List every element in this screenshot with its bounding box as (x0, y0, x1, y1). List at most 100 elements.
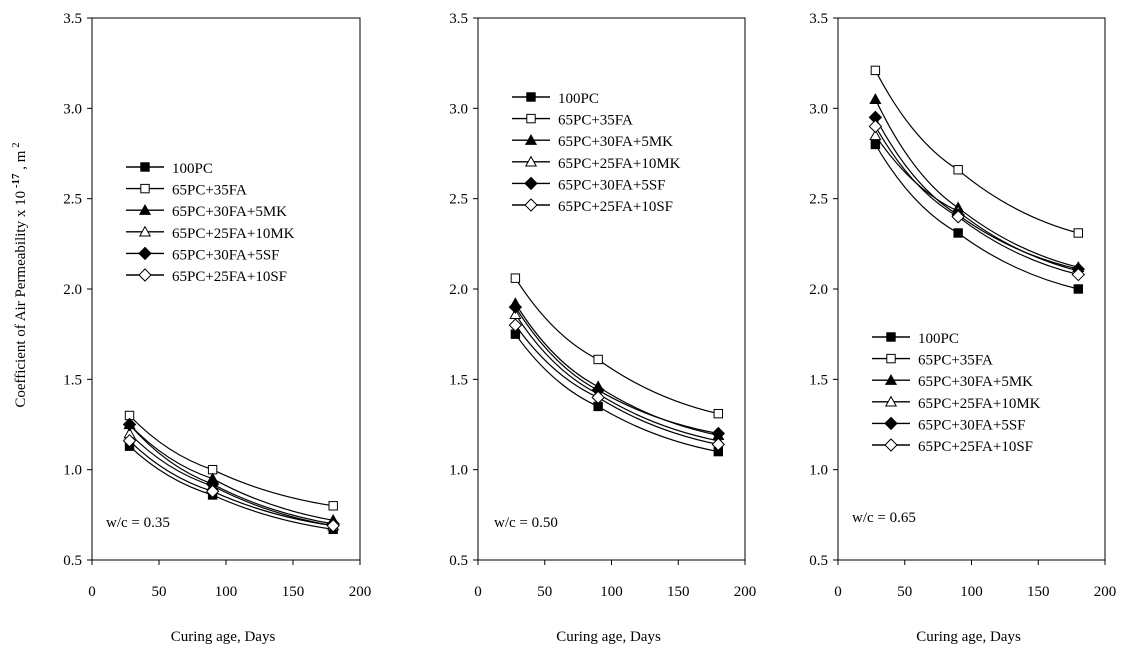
series-100PC (510, 329, 723, 457)
series-line (129, 424, 334, 521)
series-line (874, 135, 1079, 272)
y-tick-label: 1.5 (809, 372, 828, 388)
data-point (205, 484, 220, 499)
y-tick-label: 3.5 (449, 11, 468, 27)
series-line (129, 424, 334, 525)
legend-label: 65PC+30FA+5SF (172, 247, 280, 263)
y-tick-label: 2.5 (449, 192, 468, 208)
data-point (951, 210, 965, 224)
legend-marker (886, 332, 896, 342)
series-100PC (870, 139, 1083, 294)
legend-marker (138, 268, 152, 282)
legend-marker (884, 395, 898, 407)
legend-label: 65PC+30FA+5SF (558, 177, 666, 193)
y-tick-label: 0.5 (63, 553, 82, 569)
plot-frame (91, 17, 361, 561)
legend-marker (884, 373, 898, 385)
x-tick-label: 150 (282, 584, 305, 600)
legend-label: 65PC+25FA+10MK (172, 226, 295, 242)
x-tick-label: 100 (215, 584, 238, 600)
series-line (129, 415, 334, 507)
series-65PC+30FA+5SF (508, 300, 726, 441)
data-point (869, 93, 882, 104)
x-tick-label: 200 (734, 584, 757, 600)
x-tick-label: 0 (88, 584, 96, 600)
legend-marker (524, 133, 538, 145)
series-65PC+25FA+10SF (868, 119, 1086, 282)
series-65PC+30FA+5MK (123, 418, 340, 525)
y-tick-label: 1.0 (449, 463, 468, 479)
legend: 100PC 65PC+35FA 65PC+30FA+5MK 65PC+25FA+10M… (512, 91, 681, 215)
y-tick-label: 2.0 (449, 282, 468, 298)
series-65PC+25FA+10SF (508, 318, 726, 452)
y-tick-label: 0.5 (449, 553, 468, 569)
data-point (953, 165, 963, 175)
data-point (122, 434, 137, 448)
legend-label: 100PC (172, 161, 213, 177)
legend-label: 65PC+25FA+10MK (918, 396, 1041, 412)
data-point (868, 119, 883, 134)
legend-label: 65PC+25FA+10SF (172, 269, 287, 285)
legend-marker (886, 353, 896, 364)
x-axis-label: Curing age, Days (171, 629, 276, 645)
y-tick-label: 0.5 (809, 553, 828, 569)
series-65PC+25FA+10MK (869, 129, 1085, 276)
y-tick-label: 3.5 (809, 11, 828, 27)
y-axis-label-exponent: -17 (10, 173, 22, 191)
x-tick-label: 200 (1094, 584, 1117, 600)
legend-label: 65PC+35FA (918, 353, 993, 369)
data-point (1073, 284, 1083, 294)
y-axis-label-main: Coefficient of Air Permeability x 10 (13, 191, 29, 408)
y-tick-label: 1.5 (63, 372, 82, 388)
data-point (870, 139, 881, 150)
series-65PC+35FA (124, 410, 338, 511)
legend-marker (526, 113, 536, 124)
y-tick-label: 3.0 (809, 101, 828, 117)
x-axis-label: Curing age, Days (556, 629, 661, 645)
legend-label: 65PC+30FA+5MK (172, 204, 287, 220)
y-tick-label: 3.5 (63, 11, 82, 27)
y-tick-label: 3.0 (449, 101, 468, 117)
plot-frame (477, 17, 746, 561)
chart-panel-3: 0.5 1.0 1.5 2.0 2.5 3.0 3.5 0 50 100 150 200 Curing … (809, 11, 1116, 645)
legend-marker (884, 416, 898, 431)
data-point (122, 417, 137, 432)
legend-label: 65PC+25FA+10SF (558, 199, 673, 215)
wc-annotation: w/c = 0.35 (106, 515, 170, 531)
x-tick-label: 100 (960, 584, 983, 600)
x-axis-label: Curing age, Days (916, 629, 1021, 645)
legend-label: 65PC+35FA (172, 183, 247, 199)
data-point (508, 318, 523, 332)
y-tick-label: 2.0 (809, 282, 828, 298)
legend-label: 65PC+25FA+10MK (558, 156, 681, 172)
series-line (129, 433, 334, 527)
legend-marker (884, 438, 898, 452)
x-tick-label: 50 (537, 584, 552, 600)
y-axis-label: Coefficient of Air Permeability x 10 -17… (10, 142, 29, 407)
chart-panel-2: 0.5 1.0 1.5 2.0 2.5 3.0 3.5 0 50 100 150 200 Curing … (449, 11, 756, 645)
series-65PC+30FA+5MK (509, 297, 725, 440)
series-65PC+25FA+10SF (122, 434, 340, 533)
series-65PC+25FA+10MK (509, 308, 725, 446)
legend: 100PC 65PC+35FA 65PC+30FA+5MK 65PC+25FA+10M… (126, 161, 295, 285)
y-axis-label-unit: , m (13, 150, 29, 173)
legend-label: 65PC+30FA+5MK (558, 134, 673, 150)
legend-marker (524, 155, 538, 167)
legend-marker (138, 225, 152, 237)
wc-annotation: w/c = 0.65 (852, 510, 916, 526)
legend: 100PC 65PC+35FA 65PC+30FA+5MK 65PC+25FA+10M… (872, 331, 1041, 455)
y-tick-label: 1.5 (449, 372, 468, 388)
data-point (326, 518, 340, 533)
legend-label: 65PC+30FA+5SF (918, 417, 1026, 433)
data-point (593, 354, 603, 365)
legend-marker (140, 162, 150, 172)
legend-marker (138, 246, 152, 261)
legend-label: 65PC+25FA+10SF (918, 439, 1033, 455)
legend-marker (524, 198, 538, 212)
x-tick-label: 50 (897, 584, 912, 600)
data-point (1071, 267, 1086, 282)
data-point (953, 228, 963, 238)
series-line (514, 313, 719, 442)
data-point (508, 300, 523, 314)
